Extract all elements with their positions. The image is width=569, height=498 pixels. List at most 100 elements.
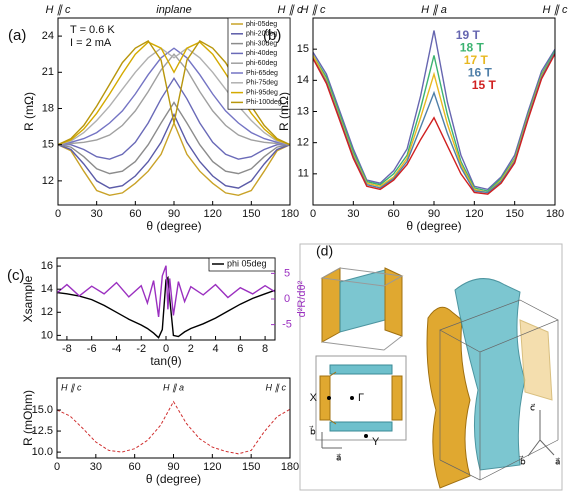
y-tick-label: 12.5 bbox=[32, 425, 53, 437]
y-tick-label: 24 bbox=[42, 30, 54, 42]
series-line bbox=[57, 275, 275, 339]
legend-label: Phi-100deg bbox=[246, 99, 282, 106]
y-tick-label: 15.0 bbox=[32, 404, 53, 416]
legend-label: 19 T bbox=[456, 28, 481, 42]
x-tick-label: 180 bbox=[281, 461, 299, 473]
y-tick-label: 15 bbox=[297, 43, 309, 55]
x-axis-label: θ (degree) bbox=[406, 219, 461, 233]
y2-tick-label: 5 bbox=[284, 267, 290, 279]
axis-vector-label: a⃗ bbox=[336, 452, 342, 462]
top-label: H ∥ a bbox=[163, 382, 184, 392]
legend-label: phi-30deg bbox=[246, 40, 277, 47]
x-axis-label: tan(θ) bbox=[150, 354, 181, 368]
panel-d-drawing: (d) X Γ Y b⃗ a⃗ c⃗ a⃗ b⃗ bbox=[299, 243, 563, 491]
x-tick-label: 0 bbox=[55, 208, 61, 220]
series-line bbox=[58, 76, 290, 160]
y-tick-label: 15 bbox=[42, 139, 54, 151]
series-line bbox=[313, 53, 555, 195]
series-line bbox=[57, 400, 290, 455]
y-axis-label: R (mΩ) bbox=[22, 92, 36, 131]
x-tick-label: 150 bbox=[242, 461, 260, 473]
annotation: I = 2 mA bbox=[70, 37, 112, 49]
legend-label: 17 T bbox=[464, 53, 489, 67]
legend-label: Phi-75deg bbox=[246, 80, 278, 87]
x-tick-label: -6 bbox=[87, 343, 97, 355]
y-tick-label: 13 bbox=[297, 105, 309, 117]
legend-box bbox=[208, 257, 276, 272]
x-tick-label: 30 bbox=[91, 208, 103, 220]
point-label: Γ bbox=[358, 392, 364, 404]
axis-vector-label: b⃗ bbox=[308, 426, 316, 437]
series-line bbox=[58, 53, 290, 146]
y-tick-label: 16 bbox=[41, 260, 53, 272]
y-tick-label: 10 bbox=[41, 329, 53, 341]
top-label: inplane bbox=[156, 4, 191, 16]
annotation: T = 0.6 K bbox=[70, 24, 115, 36]
legend-label: Phi-65deg bbox=[246, 70, 278, 77]
x-tick-label: 90 bbox=[167, 461, 179, 473]
panel-label: (d) bbox=[316, 243, 333, 259]
y2-tick-label: 0 bbox=[284, 293, 290, 305]
legend-label: 16 T bbox=[468, 66, 493, 80]
y-tick-label: 12 bbox=[42, 175, 54, 187]
x-tick-label: 120 bbox=[465, 208, 483, 220]
x-tick-label: 180 bbox=[281, 208, 299, 220]
point-label: X bbox=[310, 392, 318, 404]
top-label: H ∥ c bbox=[542, 4, 568, 16]
x-tick-label: 150 bbox=[505, 208, 523, 220]
legend-label: phi-05deg bbox=[246, 21, 277, 28]
x-tick-label: 120 bbox=[203, 208, 221, 220]
fermi-surface-large bbox=[426, 278, 559, 489]
series-line bbox=[58, 47, 290, 146]
y-axis-label: R (mOhm) bbox=[21, 390, 35, 446]
y2-tick-label: -5 bbox=[282, 319, 292, 331]
x-tick-label: 60 bbox=[388, 208, 400, 220]
series-line bbox=[313, 51, 555, 194]
legend-label: 15 T bbox=[472, 78, 497, 92]
x-axis-label: θ (degree) bbox=[146, 472, 201, 486]
legend-label: 18 T bbox=[460, 41, 485, 55]
top-label: H ∥ c bbox=[277, 4, 303, 16]
x-tick-label: 180 bbox=[546, 208, 564, 220]
y-axis-label: R (mΩ) bbox=[277, 92, 291, 131]
x-tick-label: -2 bbox=[136, 343, 146, 355]
x-axis-label: θ (degree) bbox=[146, 219, 201, 233]
x-tick-label: 0 bbox=[310, 208, 316, 220]
axis-vector-label: c⃗ bbox=[530, 402, 535, 412]
y-tick-label: 14 bbox=[297, 74, 309, 86]
y-axis-label: Xsample bbox=[21, 275, 35, 322]
point-label: Y bbox=[372, 436, 380, 448]
x-tick-label: 4 bbox=[212, 343, 218, 355]
panel-label: (a) bbox=[8, 27, 26, 44]
x-tick-label: 150 bbox=[242, 208, 260, 220]
axis-vector-label: b⃗ bbox=[518, 456, 526, 467]
top-label: H ∥ c bbox=[300, 4, 326, 16]
top-label: H ∥ a bbox=[421, 4, 447, 16]
x-tick-label: 0 bbox=[163, 343, 169, 355]
panel-label: (c) bbox=[7, 267, 25, 284]
series-line bbox=[313, 30, 555, 191]
y-tick-label: 12 bbox=[41, 306, 53, 318]
x-tick-label: 60 bbox=[129, 461, 141, 473]
legend-label: Phi-95deg bbox=[246, 89, 278, 96]
y-tick-label: 10.0 bbox=[32, 446, 53, 458]
series-line bbox=[58, 101, 290, 175]
series-line bbox=[58, 41, 290, 146]
y2-axis-label: d²R/dθ² bbox=[296, 280, 308, 317]
x-tick-label: 30 bbox=[347, 208, 359, 220]
x-tick-label: 0 bbox=[54, 461, 60, 473]
axis-vector-label: a⃗ bbox=[555, 456, 561, 466]
legend-label: phi-40deg bbox=[246, 50, 277, 57]
panel-label: (b) bbox=[263, 27, 281, 44]
top-label: H ∥ c bbox=[45, 4, 71, 16]
y-tick-label: 11 bbox=[298, 168, 309, 180]
legend-label: phi-60deg bbox=[246, 60, 277, 67]
x-tick-label: 30 bbox=[90, 461, 102, 473]
legend-label: phi 05deg bbox=[227, 258, 267, 268]
plot-frame bbox=[312, 17, 556, 206]
fermi-surface-top-view bbox=[315, 355, 407, 449]
y-tick-label: 14 bbox=[41, 283, 53, 295]
series-line bbox=[57, 265, 275, 317]
fermi-surface-small bbox=[320, 267, 404, 351]
